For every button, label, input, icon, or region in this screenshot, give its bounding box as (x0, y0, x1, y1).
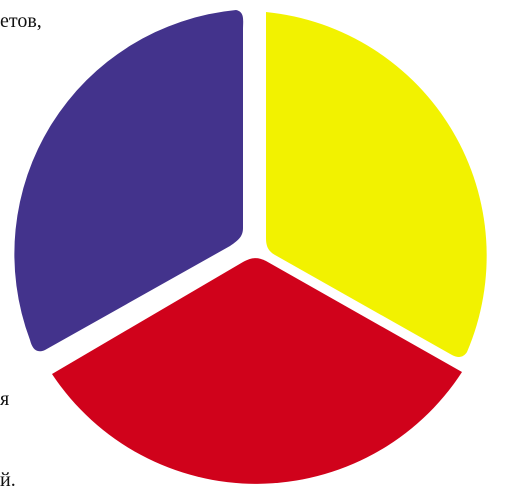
partial-text-top: етов, (0, 10, 42, 32)
red-segment (52, 258, 462, 484)
partial-text-middle: я (0, 388, 10, 410)
partial-text-bottom: й. (0, 469, 16, 491)
yellow-segment (266, 12, 487, 357)
blue-segment (14, 10, 244, 352)
